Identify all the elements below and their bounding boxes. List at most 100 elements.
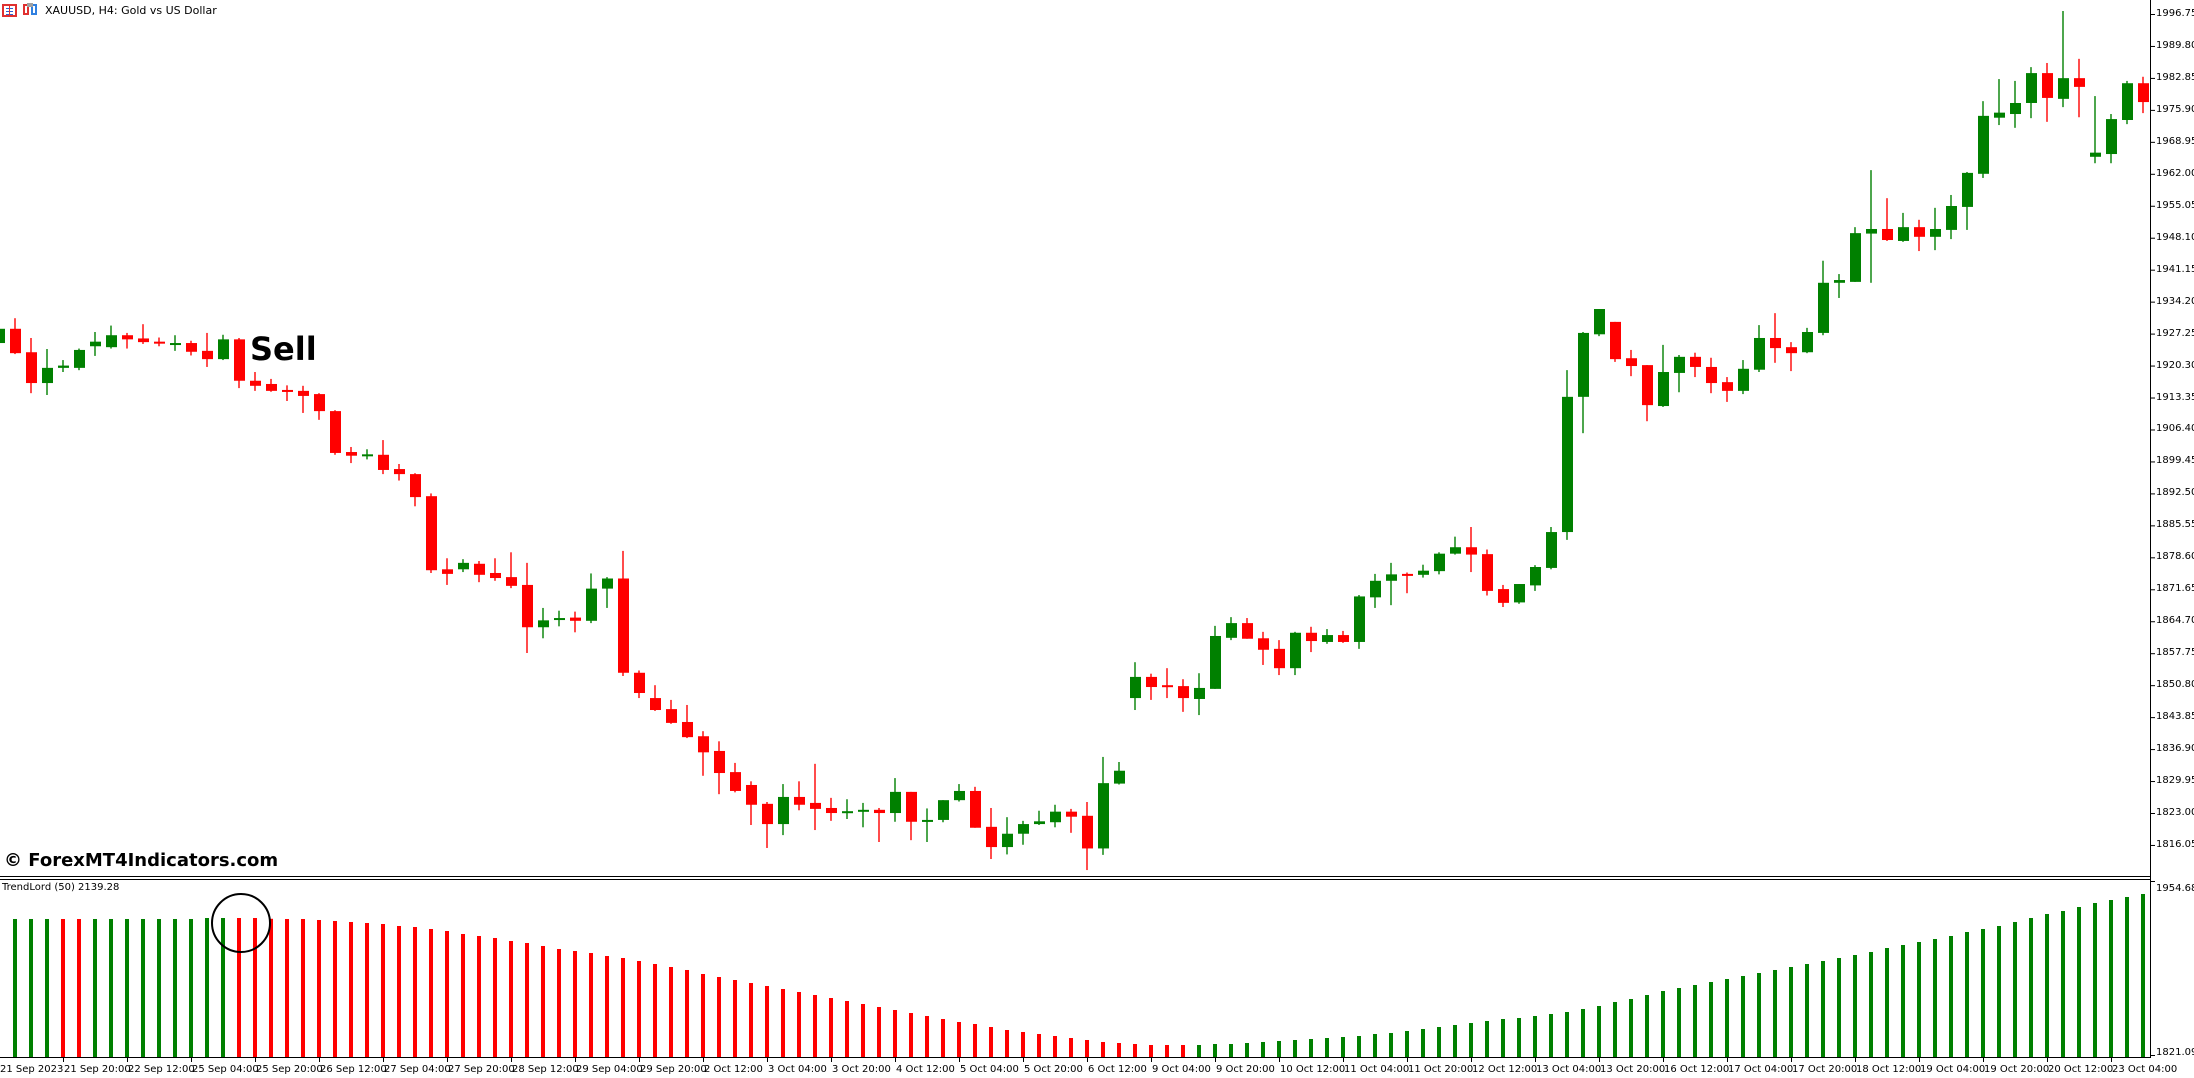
candle-body	[1706, 366, 1717, 384]
candle-body	[746, 784, 757, 805]
candle-body	[1994, 112, 2005, 118]
indicator-bar	[1581, 1008, 1585, 1057]
candle	[1098, 756, 1109, 855]
time-axis-label: 28 Sep 12:00	[512, 1064, 579, 1075]
price-axis-label: 1996.75	[2156, 8, 2194, 19]
indicator-bar	[1981, 928, 1985, 1057]
indicator-bar	[1325, 1038, 1329, 1057]
candle-body	[154, 341, 165, 344]
candle-body	[1370, 580, 1381, 598]
indicator-bar	[1757, 973, 1761, 1057]
indicator-bar	[1229, 1044, 1233, 1057]
indicator-bar	[1133, 1044, 1137, 1057]
price-chart-panel[interactable]	[0, 11, 2149, 871]
candle	[794, 781, 805, 811]
candle-body	[1658, 372, 1669, 407]
time-axis-label: 27 Sep 04:00	[384, 1064, 451, 1075]
candle-body	[906, 791, 917, 822]
candle-body	[1242, 623, 1253, 639]
candle	[314, 393, 325, 420]
indicator-bar	[285, 918, 289, 1057]
candle	[2122, 80, 2133, 125]
candle-body	[1562, 396, 1573, 533]
indicator-bar	[1789, 966, 1793, 1057]
candle	[410, 473, 421, 507]
candle-body	[1466, 547, 1477, 555]
candle-body	[234, 339, 245, 381]
candle	[1178, 679, 1189, 712]
time-axis-label: 13 Oct 20:00	[1600, 1064, 1666, 1075]
indicator-bar	[1725, 979, 1729, 1057]
candle-body	[1546, 532, 1557, 568]
order-list-icon[interactable]	[2, 3, 17, 17]
time-axis-label: 10 Oct 12:00	[1280, 1064, 1346, 1075]
time-axis-label: 21 Sep 2023	[0, 1064, 64, 1075]
price-axis-label: 1892.50	[2156, 487, 2194, 499]
candle	[938, 800, 949, 823]
candle	[1290, 631, 1301, 676]
candle-body	[2074, 78, 2085, 87]
indicator-bar	[429, 928, 433, 1057]
candle-body	[250, 380, 261, 386]
candle	[1962, 171, 1973, 230]
candle	[906, 791, 917, 841]
candle	[1146, 673, 1157, 700]
candle-body	[138, 338, 149, 343]
candle-body	[666, 709, 677, 723]
indicator-bar	[1101, 1041, 1105, 1057]
candle	[1562, 370, 1573, 540]
indicator-bar	[1373, 1033, 1377, 1057]
price-axis-label: 1955.05	[2156, 199, 2194, 211]
candle	[442, 558, 453, 585]
indicator-bar	[1085, 1039, 1089, 1057]
candle	[1338, 630, 1349, 643]
candle	[138, 324, 149, 344]
indicator-bar	[1629, 998, 1633, 1057]
symbol-properties-icon[interactable]	[23, 3, 39, 17]
candle	[1482, 549, 1493, 596]
time-axis-label: 22 Sep 12:00	[128, 1064, 195, 1075]
indicator-bar	[957, 1022, 961, 1057]
candle-body	[1098, 783, 1109, 849]
time-axis-label: 27 Sep 20:00	[448, 1064, 515, 1075]
candle-body	[1946, 205, 1957, 230]
candle	[1578, 332, 1589, 434]
indicator-bar	[605, 956, 609, 1057]
candle-body	[570, 617, 581, 621]
candle	[1978, 101, 1989, 178]
candle	[1002, 817, 1013, 855]
candle-body	[1578, 332, 1589, 397]
candle-body	[1434, 553, 1445, 572]
indicator-panel[interactable]	[13, 893, 2145, 1057]
indicator-title: TrendLord (50) 2139.28	[2, 882, 120, 893]
indicator-bar	[781, 989, 785, 1057]
time-axis-label: 3 Oct 04:00	[768, 1064, 827, 1075]
candle	[1818, 260, 1829, 336]
indicator-bar	[477, 935, 481, 1057]
time-axis-label: 5 Oct 04:00	[960, 1064, 1019, 1075]
candle	[1466, 526, 1477, 573]
indicator-bar	[1741, 975, 1745, 1057]
price-axis-label: 1962.00	[2156, 167, 2194, 179]
candle	[682, 704, 693, 739]
candle-body	[1018, 824, 1029, 834]
candle-body	[1274, 648, 1285, 669]
candle	[2042, 62, 2053, 122]
indicator-bar	[637, 960, 641, 1057]
candle-body	[282, 389, 293, 392]
candle	[106, 325, 117, 349]
indicator-bar	[1949, 935, 1953, 1057]
indicator-bar	[765, 985, 769, 1057]
indicator-bar	[621, 957, 625, 1057]
indicator-bar	[733, 980, 737, 1057]
indicator-bar	[445, 931, 449, 1057]
indicator-bar	[829, 998, 833, 1057]
candle-body	[1322, 635, 1333, 642]
candle	[1866, 170, 1877, 283]
time-axis-label: 9 Oct 20:00	[1216, 1064, 1275, 1075]
indicator-bar	[1149, 1045, 1153, 1057]
indicator-bar	[413, 926, 417, 1057]
candle	[554, 610, 565, 627]
candle-body	[1626, 358, 1637, 367]
